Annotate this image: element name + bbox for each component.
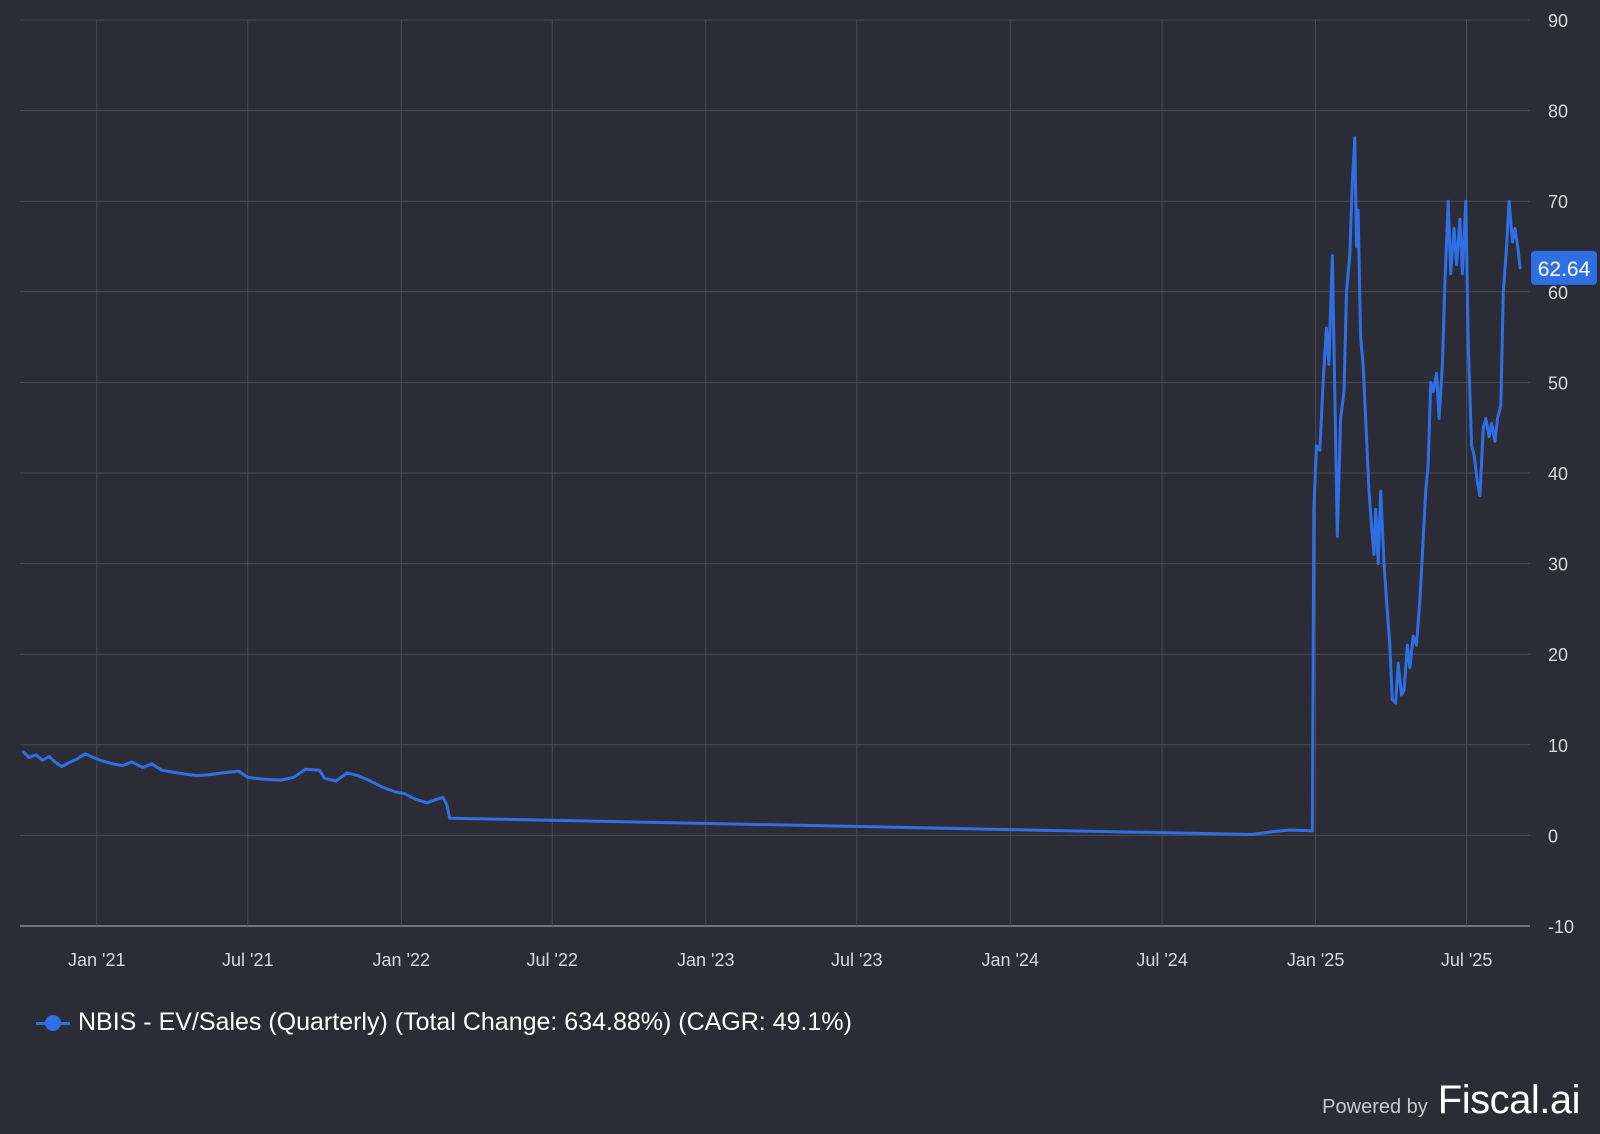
legend-marker-icon (36, 1010, 70, 1036)
y-tick-label: 90 (1548, 11, 1568, 31)
y-axis: -10 0 10 20 30 40 50 60 70 80 90 (1548, 11, 1574, 937)
last-value-layer: 62.64 (1531, 250, 1597, 285)
y-tick-label: 40 (1548, 464, 1568, 484)
y-tick-label: 0 (1548, 826, 1558, 846)
x-tick-label: Jan '23 (677, 950, 734, 970)
x-tick-label: Jan '22 (373, 950, 430, 970)
y-tick-label: 30 (1548, 555, 1568, 575)
x-tick-label: Jul '21 (222, 950, 273, 970)
series-line (21, 136, 1522, 836)
last-value-label: 62.64 (1538, 258, 1591, 281)
powered-by-credit[interactable]: Powered by Fiscal.ai (1322, 1078, 1580, 1123)
y-tick-label: -10 (1548, 917, 1574, 937)
x-tick-label: Jan '21 (68, 950, 125, 970)
y-tick-label: 70 (1548, 192, 1568, 212)
y-tick-label: 50 (1548, 373, 1568, 393)
x-axis: Jan '21 Jul '21 Jan '22 Jul '22 Jan '23 Jul '… (68, 950, 1492, 970)
x-tick-label: Jul '25 (1441, 950, 1492, 970)
y-tick-label: 20 (1548, 645, 1568, 665)
grid (20, 19, 1530, 927)
x-tick-label: Jan '24 (982, 950, 1039, 970)
x-tick-label: Jul '22 (527, 950, 578, 970)
x-tick-label: Jul '23 (831, 950, 882, 970)
y-tick-label: 60 (1548, 283, 1568, 303)
powered-by-text: Powered by (1322, 1096, 1428, 1118)
y-tick-label: 10 (1548, 736, 1568, 756)
x-tick-label: Jul '24 (1136, 950, 1187, 970)
legend-item[interactable]: NBIS - EV/Sales (Quarterly) (Total Chang… (36, 1008, 852, 1037)
last-value-badge (1531, 250, 1597, 285)
x-tick-label: Jan '25 (1287, 950, 1344, 970)
legend-label: NBIS - EV/Sales (Quarterly) (Total Chang… (78, 1008, 852, 1036)
brand-logo: Fiscal.ai (1437, 1078, 1581, 1122)
series-layer (21, 136, 1522, 836)
y-tick-label: 80 (1548, 102, 1568, 122)
